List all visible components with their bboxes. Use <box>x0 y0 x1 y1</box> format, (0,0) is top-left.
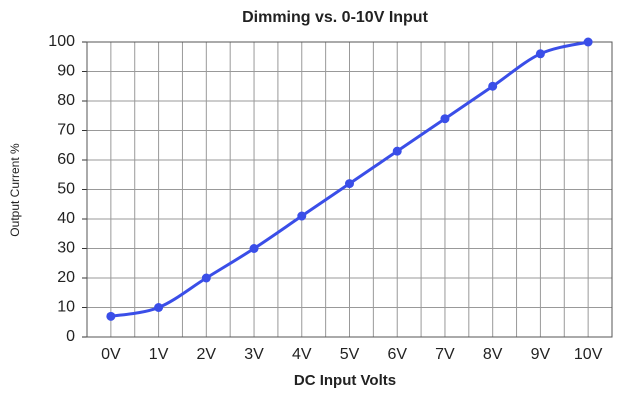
point <box>535 49 545 59</box>
y-tick-label: 0 <box>66 328 75 345</box>
point <box>440 114 450 124</box>
x-tick-label: 1V <box>149 346 169 363</box>
point <box>154 303 164 312</box>
x-tick-label: 6V <box>387 346 407 363</box>
x-tick-label: 0V <box>101 346 121 363</box>
x-tick-label: 9V <box>531 346 551 363</box>
x-axis-label: DC Input Volts <box>294 372 396 389</box>
point <box>201 273 211 283</box>
y-tick-label: 10 <box>57 299 75 316</box>
y-tick-label: 60 <box>57 151 75 168</box>
plot-border <box>86 41 613 338</box>
point <box>583 37 593 47</box>
point <box>106 311 116 321</box>
point <box>488 81 498 91</box>
x-tick-label: 4V <box>292 346 312 363</box>
x-tick-label: 8V <box>483 346 503 363</box>
y-tick-label: 20 <box>57 269 75 286</box>
point <box>392 146 402 156</box>
y-tick-label: 80 <box>57 92 75 109</box>
chart-title: Dimming vs. 0-10V Input <box>242 9 428 26</box>
y-tick-label: 90 <box>57 63 75 80</box>
x-tick-label: 10V <box>574 346 603 363</box>
x-tick-label: 7V <box>435 346 455 363</box>
x-tick-label: 2V <box>197 346 217 363</box>
y-tick-label: 70 <box>57 122 75 139</box>
y-tick-label: 50 <box>57 181 75 198</box>
x-tick-label: 3V <box>244 346 264 363</box>
point <box>249 244 259 253</box>
y-axis-label: Output Current % <box>8 143 22 237</box>
point <box>345 179 354 189</box>
point <box>297 211 307 221</box>
y-tick-label: 40 <box>57 210 75 227</box>
x-tick-label: 5V <box>340 346 360 363</box>
y-tick-label: 30 <box>57 240 75 257</box>
y-tick-label: 100 <box>48 33 75 50</box>
